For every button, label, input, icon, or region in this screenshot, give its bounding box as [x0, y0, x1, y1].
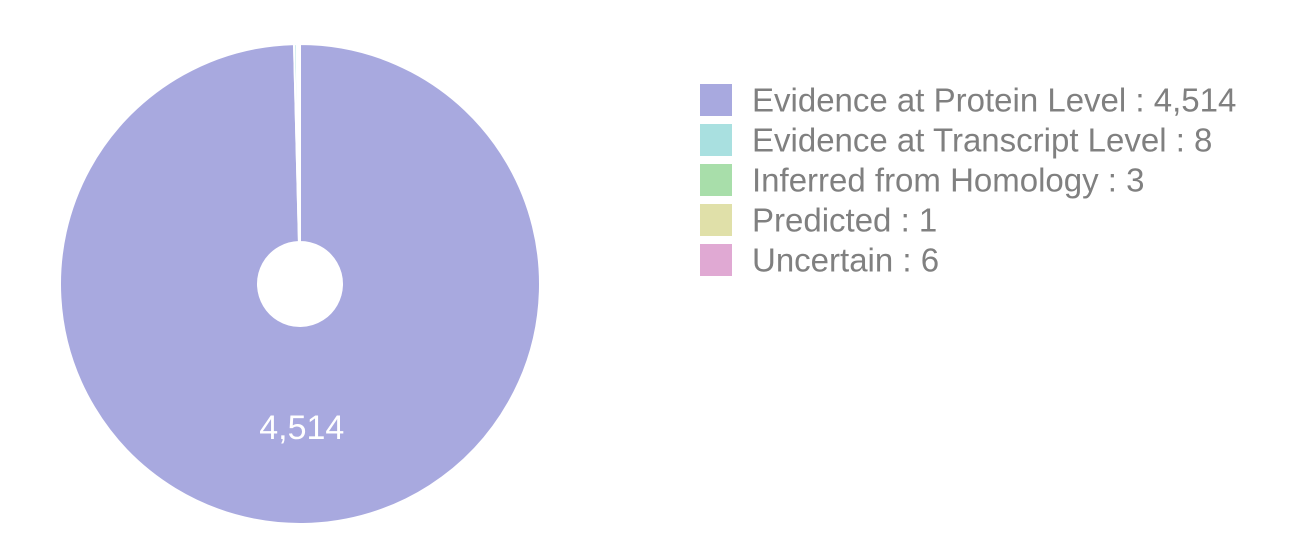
legend-label-evidence-at-protein-level[interactable]: Evidence at Protein Level : 4,514 [752, 82, 1236, 119]
slice-value-label: 4,514 [259, 409, 344, 447]
legend-label-evidence-at-transcript-level[interactable]: Evidence at Transcript Level : 8 [752, 122, 1212, 159]
legend-label-predicted[interactable]: Predicted : 1 [752, 202, 937, 239]
legend-swatch-uncertain [700, 244, 732, 276]
legend-label-uncertain[interactable]: Uncertain : 6 [752, 242, 939, 279]
legend: Evidence at Protein Level : 4,514Evidenc… [700, 82, 1236, 279]
legend-swatch-evidence-at-protein-level [700, 84, 732, 116]
legend-swatch-predicted [700, 204, 732, 236]
pie-slices [59, 42, 541, 525]
legend-swatch-evidence-at-transcript-level [700, 124, 732, 156]
slice-labels: 4,514 [259, 409, 344, 447]
legend-label-inferred-from-homology[interactable]: Inferred from Homology : 3 [752, 162, 1145, 199]
slice-uncertain[interactable] [296, 42, 301, 244]
legend-swatch-inferred-from-homology [700, 164, 732, 196]
slice-evidence-at-protein-level[interactable] [59, 42, 541, 525]
